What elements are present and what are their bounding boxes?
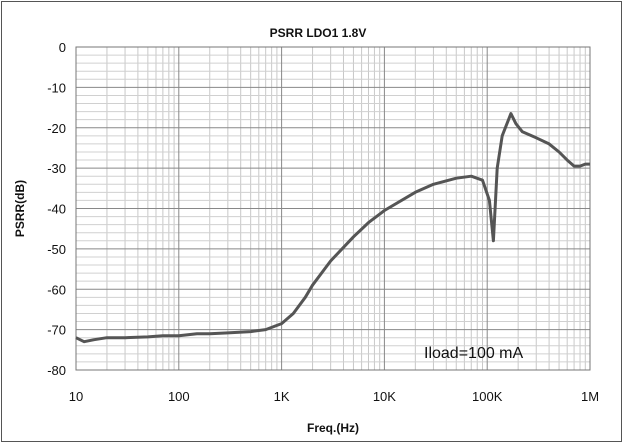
x-tick-label: 10 — [69, 389, 83, 404]
load-annotation: Iload=100 mA — [424, 345, 524, 362]
y-tick-label: -60 — [47, 282, 66, 297]
x-tick-label: 100 — [168, 389, 190, 404]
y-tick-label: -40 — [47, 202, 66, 217]
y-tick-label: -80 — [47, 363, 66, 378]
series-layer — [75, 112, 590, 344]
plot-area-border — [75, 46, 591, 371]
x-tick-label: 100K — [472, 389, 503, 404]
y-tick-label: -10 — [47, 80, 66, 95]
y-axis-ticks: 0 -10 -20 -30 -40 -50 -60 -70 -80 — [47, 40, 66, 378]
x-tick-label: 1M — [581, 389, 599, 404]
x-axis-ticks: 10 100 1K 10K 100K 1M — [69, 389, 599, 404]
psrr-series-line — [75, 112, 590, 344]
y-axis-label: PSRR(dB) — [13, 180, 27, 237]
x-tick-label: 10K — [373, 389, 396, 404]
x-tick-label: 1K — [274, 389, 290, 404]
y-tick-label: -20 — [47, 121, 66, 136]
y-tick-label: -30 — [47, 161, 66, 176]
y-tick-label: 0 — [59, 40, 66, 55]
y-tick-label: -50 — [47, 242, 66, 257]
x-axis-label: Freq.(Hz) — [307, 421, 359, 435]
chart-title: PSRR LDO1 1.8V — [270, 26, 367, 40]
y-tick-label: -70 — [47, 323, 66, 338]
